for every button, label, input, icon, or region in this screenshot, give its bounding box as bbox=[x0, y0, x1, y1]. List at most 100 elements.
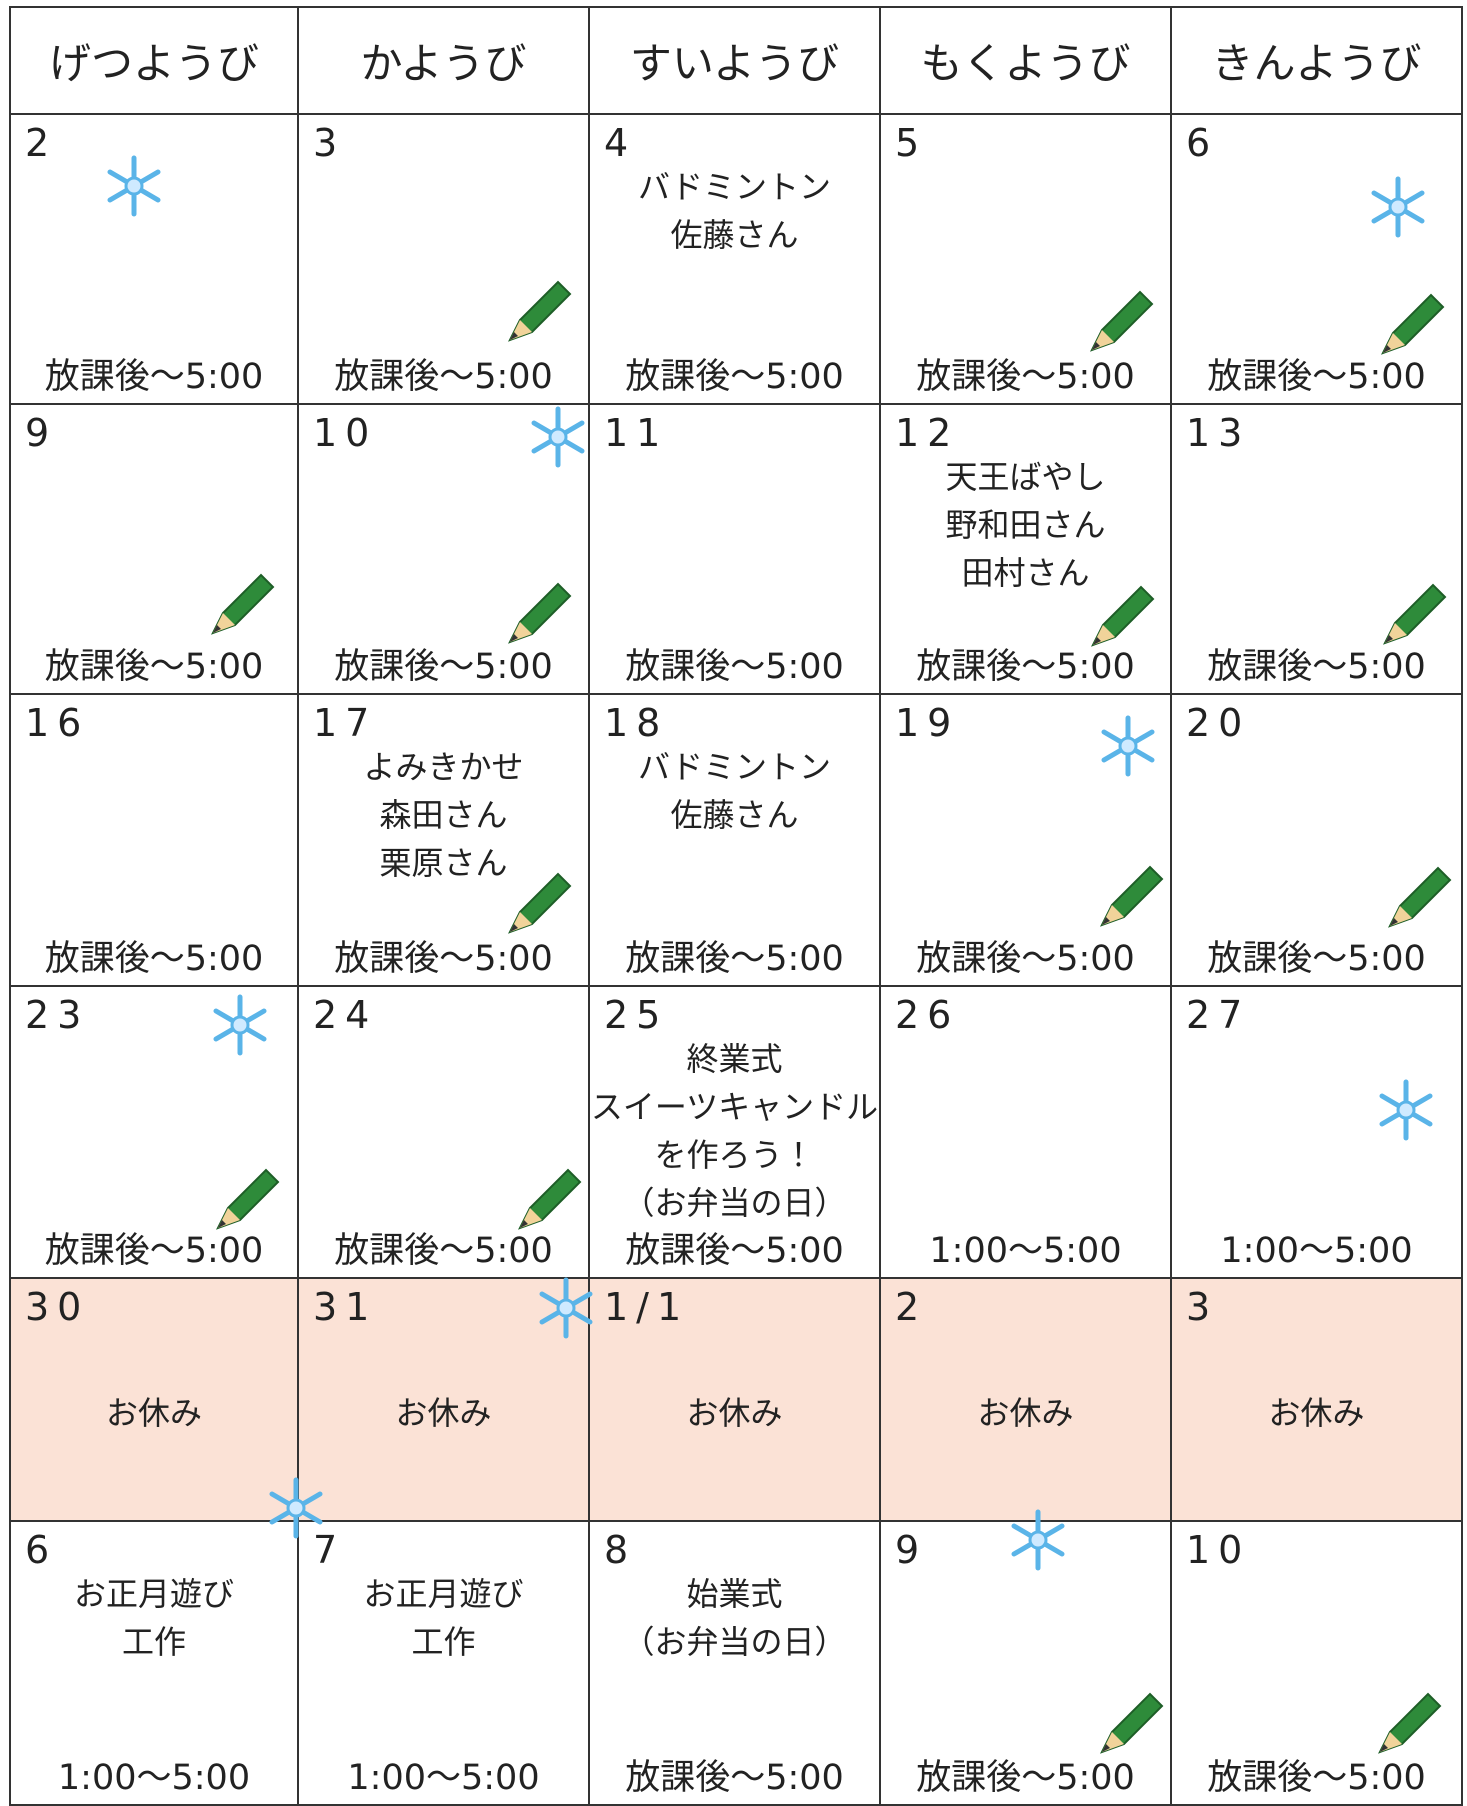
hours: 1:00～5:00 bbox=[347, 1758, 540, 1798]
date-number: 17 bbox=[313, 701, 378, 745]
hours: 放課後～5:00 bbox=[334, 939, 553, 979]
day-cell: 1/1 お休み bbox=[590, 1279, 881, 1522]
day-cell: 27 1:00～5:00 bbox=[1172, 987, 1463, 1279]
date-number: 16 bbox=[25, 701, 90, 745]
day-cell: 10 放課後～5:00 bbox=[299, 405, 590, 695]
day-header: かようび bbox=[299, 6, 590, 115]
event-text: 栗原さん bbox=[379, 844, 508, 882]
event-text: 天王ばやし bbox=[945, 458, 1106, 496]
day-header: げつようび bbox=[9, 6, 299, 115]
event-text: お休み bbox=[105, 1394, 202, 1432]
day-cell: 6 お正月遊び 工作 1:00～5:00 bbox=[9, 1522, 299, 1806]
date-number: 6 bbox=[25, 1528, 58, 1572]
day-cell: 16 放課後～5:00 bbox=[9, 695, 299, 987]
event-text: 終業式 bbox=[686, 1040, 783, 1078]
hours: 放課後～5:00 bbox=[334, 647, 553, 687]
date-number: 8 bbox=[604, 1528, 637, 1572]
day-header: もくようび bbox=[881, 6, 1172, 115]
day-cell: 3 放課後～5:00 bbox=[299, 115, 590, 405]
day-cell: 2 放課後～5:00 bbox=[9, 115, 299, 405]
day-cell: 18 バドミントン 佐藤さん放課後～5:00 bbox=[590, 695, 881, 987]
hours: 放課後～5:00 bbox=[625, 939, 844, 979]
hours: 放課後～5:00 bbox=[916, 1758, 1135, 1798]
day-cell: 31 お休み bbox=[299, 1279, 590, 1522]
event-text: 始業式 bbox=[686, 1575, 783, 1613]
event-text: よみきかせ bbox=[363, 748, 524, 786]
event-list: お正月遊び 工作 bbox=[299, 1570, 588, 1666]
day-cell: 23 放課後～5:00 bbox=[9, 987, 299, 1279]
event-list: バドミントン 佐藤さん bbox=[590, 743, 879, 839]
event-text: 工作 bbox=[411, 1623, 476, 1661]
date-number: 13 bbox=[1186, 411, 1251, 455]
date-number: 18 bbox=[604, 701, 669, 745]
event-text: お休み bbox=[395, 1394, 492, 1432]
day-cell: 8 始業式 （お弁当の日） 放課後～5:00 bbox=[590, 1522, 881, 1806]
hours: 放課後～5:00 bbox=[1207, 1758, 1426, 1798]
date-number: 10 bbox=[313, 411, 378, 455]
day-cell: 20 放課後～5:00 bbox=[1172, 695, 1463, 987]
event-list: お休み bbox=[881, 1389, 1170, 1437]
date-number: 11 bbox=[604, 411, 669, 455]
date-number: 24 bbox=[313, 993, 378, 1037]
event-text: お休み bbox=[977, 1394, 1074, 1432]
day-cell: 24 放課後～5:00 bbox=[299, 987, 590, 1279]
day-cell: 9 放課後～5:00 bbox=[9, 405, 299, 695]
day-cell: 25 終業式 スイーツキャンドル を作ろう！ （お弁当の日） 放課後～5:00 bbox=[590, 987, 881, 1279]
date-number: 5 bbox=[895, 121, 928, 165]
event-list: よみきかせ 森田さん 栗原さん bbox=[299, 743, 588, 887]
day-cell: 10 放課後～5:00 bbox=[1172, 1522, 1463, 1806]
event-text: を作ろう！ bbox=[654, 1136, 815, 1174]
day-cell: 5 放課後～5:00 bbox=[881, 115, 1172, 405]
hours: 1:00～5:00 bbox=[1220, 1231, 1413, 1271]
date-number: 9 bbox=[895, 1528, 928, 1572]
event-text: お正月遊び bbox=[73, 1575, 234, 1613]
date-number: 19 bbox=[895, 701, 960, 745]
event-list: 始業式 （お弁当の日） bbox=[590, 1570, 879, 1666]
day-cell: 3 お休み bbox=[1172, 1279, 1463, 1522]
event-text: スイーツキャンドル bbox=[590, 1088, 879, 1126]
event-list: お正月遊び 工作 bbox=[11, 1570, 297, 1666]
day-cell: 4 バドミントン 佐藤さん 放課後～5:00 bbox=[590, 115, 881, 405]
date-number: 26 bbox=[895, 993, 960, 1037]
event-text: 佐藤さん bbox=[670, 796, 799, 834]
event-list: お休み bbox=[1172, 1389, 1461, 1437]
day-cell: 2 お休み bbox=[881, 1279, 1172, 1522]
event-text: 佐藤さん bbox=[670, 216, 799, 254]
date-number: 10 bbox=[1186, 1528, 1251, 1572]
date-number: 4 bbox=[604, 121, 637, 165]
hours: 1:00～5:00 bbox=[57, 1758, 251, 1798]
hours: 放課後～5:00 bbox=[1207, 939, 1426, 979]
hours: 放課後～5:00 bbox=[916, 939, 1135, 979]
hours: 放課後～5:00 bbox=[916, 647, 1135, 687]
date-number: 7 bbox=[313, 1528, 346, 1572]
date-number: 2 bbox=[895, 1285, 928, 1329]
day-cell: 12 天王ばやし 野和田さん 田村さん 放課後～5:00 bbox=[881, 405, 1172, 695]
event-list: お休み bbox=[590, 1389, 879, 1437]
event-list: 終業式スイーツキャンドル を作ろう！ （お弁当の日） bbox=[590, 1035, 879, 1227]
hours: 放課後～5:00 bbox=[625, 647, 844, 687]
date-number: 30 bbox=[25, 1285, 90, 1329]
date-number: 31 bbox=[313, 1285, 378, 1329]
date-number: 3 bbox=[1186, 1285, 1219, 1329]
day-header: すいようび bbox=[590, 6, 881, 115]
date-number: 1/1 bbox=[604, 1285, 690, 1329]
day-cell: 26 1:00～5:00 bbox=[881, 987, 1172, 1279]
event-list: バドミントン 佐藤さん bbox=[590, 163, 879, 259]
day-cell: 6 放課後～5:00 bbox=[1172, 115, 1463, 405]
date-number: 25 bbox=[604, 993, 669, 1037]
day-cell: 13 放課後～5:00 bbox=[1172, 405, 1463, 695]
date-number: 23 bbox=[25, 993, 90, 1037]
date-number: 6 bbox=[1186, 121, 1219, 165]
day-header: きんようび bbox=[1172, 6, 1463, 115]
hours: 放課後～5:00 bbox=[1207, 647, 1426, 687]
event-list: お休み bbox=[299, 1389, 588, 1437]
event-text: お正月遊び bbox=[363, 1575, 524, 1613]
day-cell: 11 放課後～5:00 bbox=[590, 405, 881, 695]
event-text: （お弁当の日） bbox=[622, 1623, 847, 1661]
event-text: バドミントン bbox=[638, 748, 831, 786]
hours: 放課後～5:00 bbox=[44, 939, 264, 979]
date-number: 12 bbox=[895, 411, 960, 455]
hours: 放課後～5:00 bbox=[334, 357, 553, 397]
event-text: （お弁当の日） bbox=[622, 1184, 847, 1222]
